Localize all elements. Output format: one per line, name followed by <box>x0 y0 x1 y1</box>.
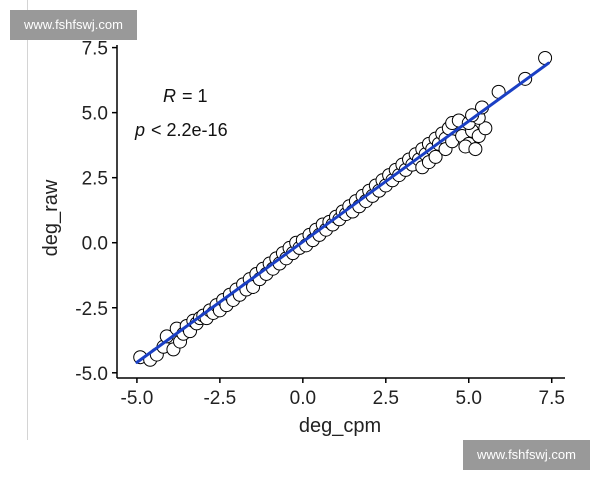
x-tick-label: 7.5 <box>539 388 565 409</box>
watermark-bottom: www.fshfswj.com <box>463 440 590 470</box>
x-tick-label: -5.0 <box>121 388 154 409</box>
left-border-line <box>27 0 28 440</box>
x-ticks: -5.0 -2.5 0.0 2.5 5.0 7.5 <box>121 378 565 409</box>
data-point <box>478 121 493 136</box>
x-axis-title: deg_cpm <box>299 415 381 437</box>
y-tick-label: 7.5 <box>82 39 108 60</box>
y-axis-title: deg_raw <box>40 179 62 256</box>
x-tick-label: 0.0 <box>290 388 316 409</box>
y-tick-label: 5.0 <box>82 104 108 125</box>
p-annotation: p < 2.2e-16 <box>134 120 228 140</box>
r-annotation: R = 1 <box>163 86 208 106</box>
x-tick-label: -2.5 <box>203 388 236 409</box>
y-tick-label: 0.0 <box>82 234 108 255</box>
p-value: < 2.2e-16 <box>151 120 228 140</box>
x-tick-label: 2.5 <box>373 388 399 409</box>
y-tick-label: 2.5 <box>82 169 108 190</box>
y-tick-label: -2.5 <box>75 299 108 320</box>
p-label: p <box>134 120 145 140</box>
r-value: = 1 <box>182 86 208 106</box>
regression-line <box>135 61 550 364</box>
watermark-top: www.fshfswj.com <box>10 10 137 40</box>
data-point <box>428 149 443 164</box>
r-label: R <box>163 86 176 106</box>
y-tick-label: -5.0 <box>75 364 108 385</box>
x-tick-label: 5.0 <box>456 388 482 409</box>
data-point <box>468 142 483 157</box>
y-ticks: -5.0 -2.5 0.0 2.5 5.0 7.5 <box>75 39 117 385</box>
